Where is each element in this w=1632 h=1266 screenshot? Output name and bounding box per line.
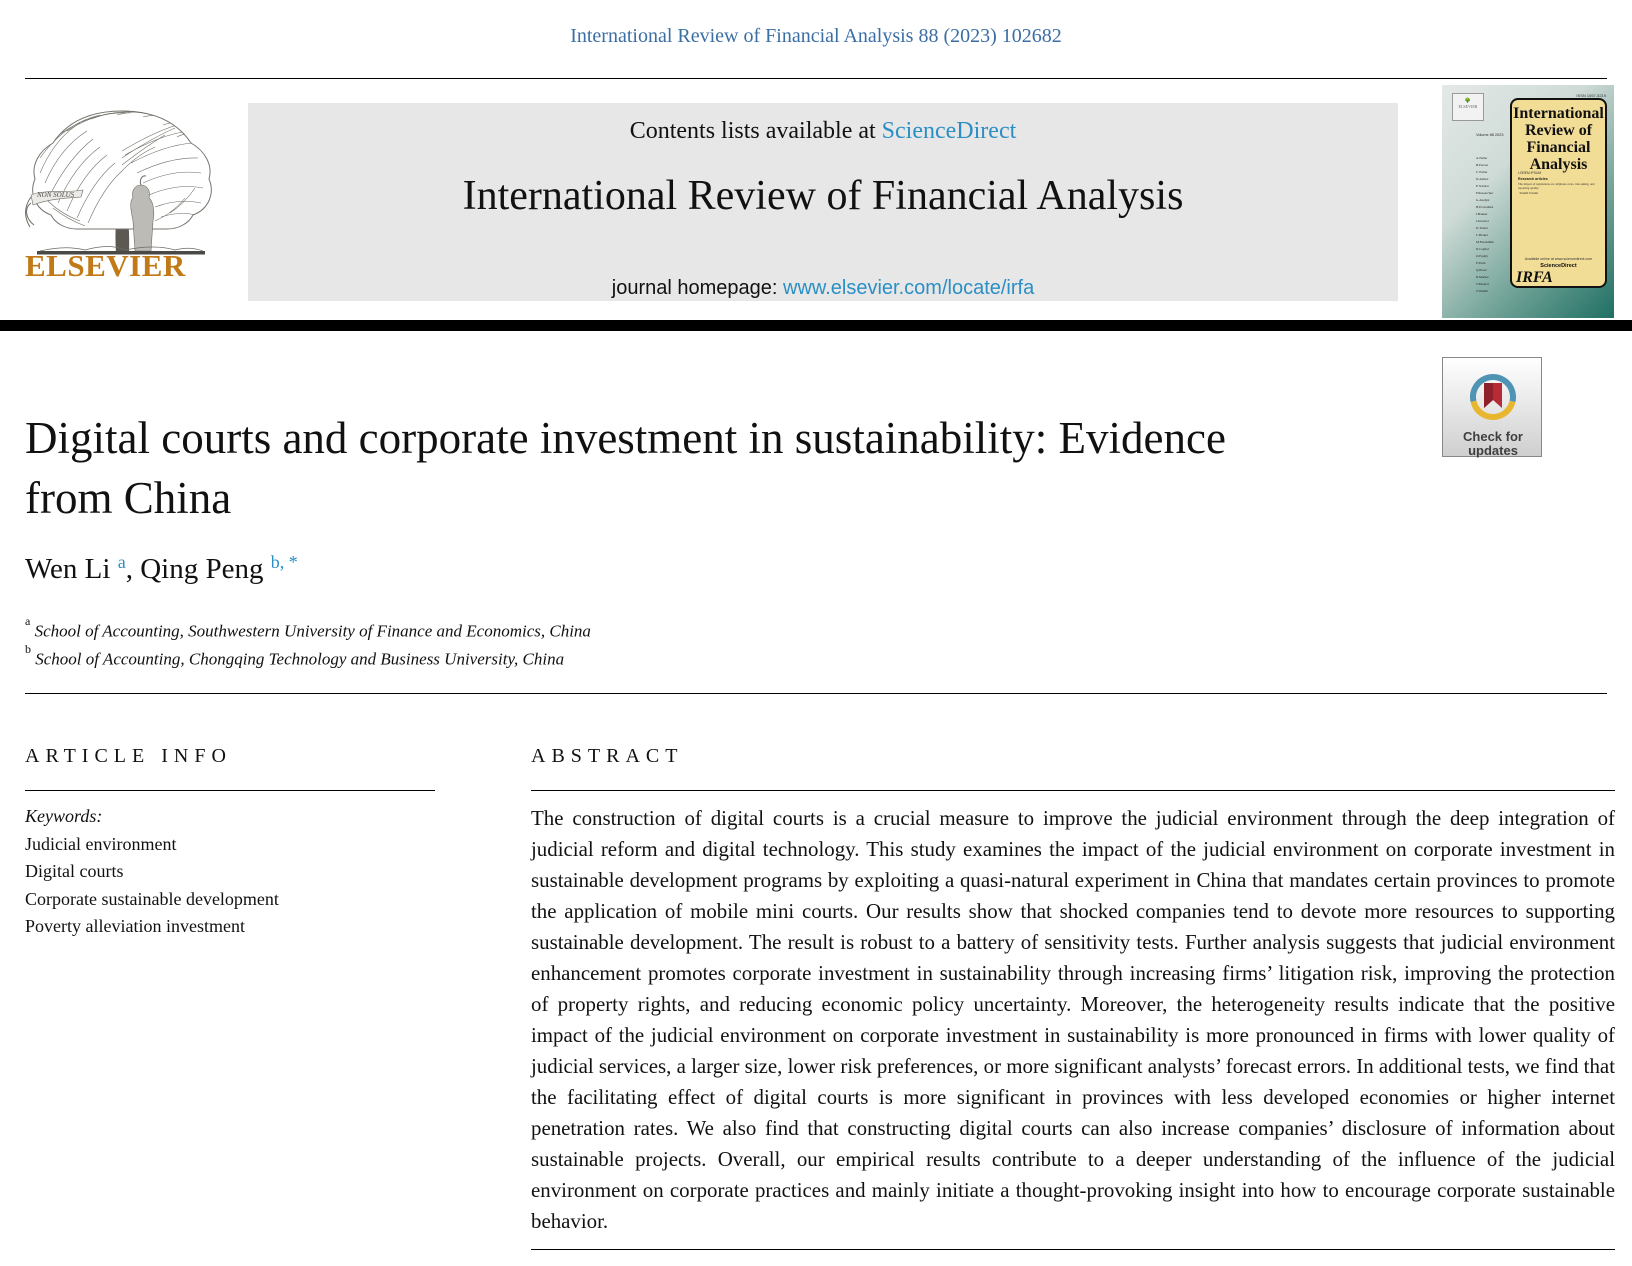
svg-text:ELSEVIER: ELSEVIER xyxy=(25,248,186,278)
svg-text:NON SOLUS: NON SOLUS xyxy=(36,191,75,199)
